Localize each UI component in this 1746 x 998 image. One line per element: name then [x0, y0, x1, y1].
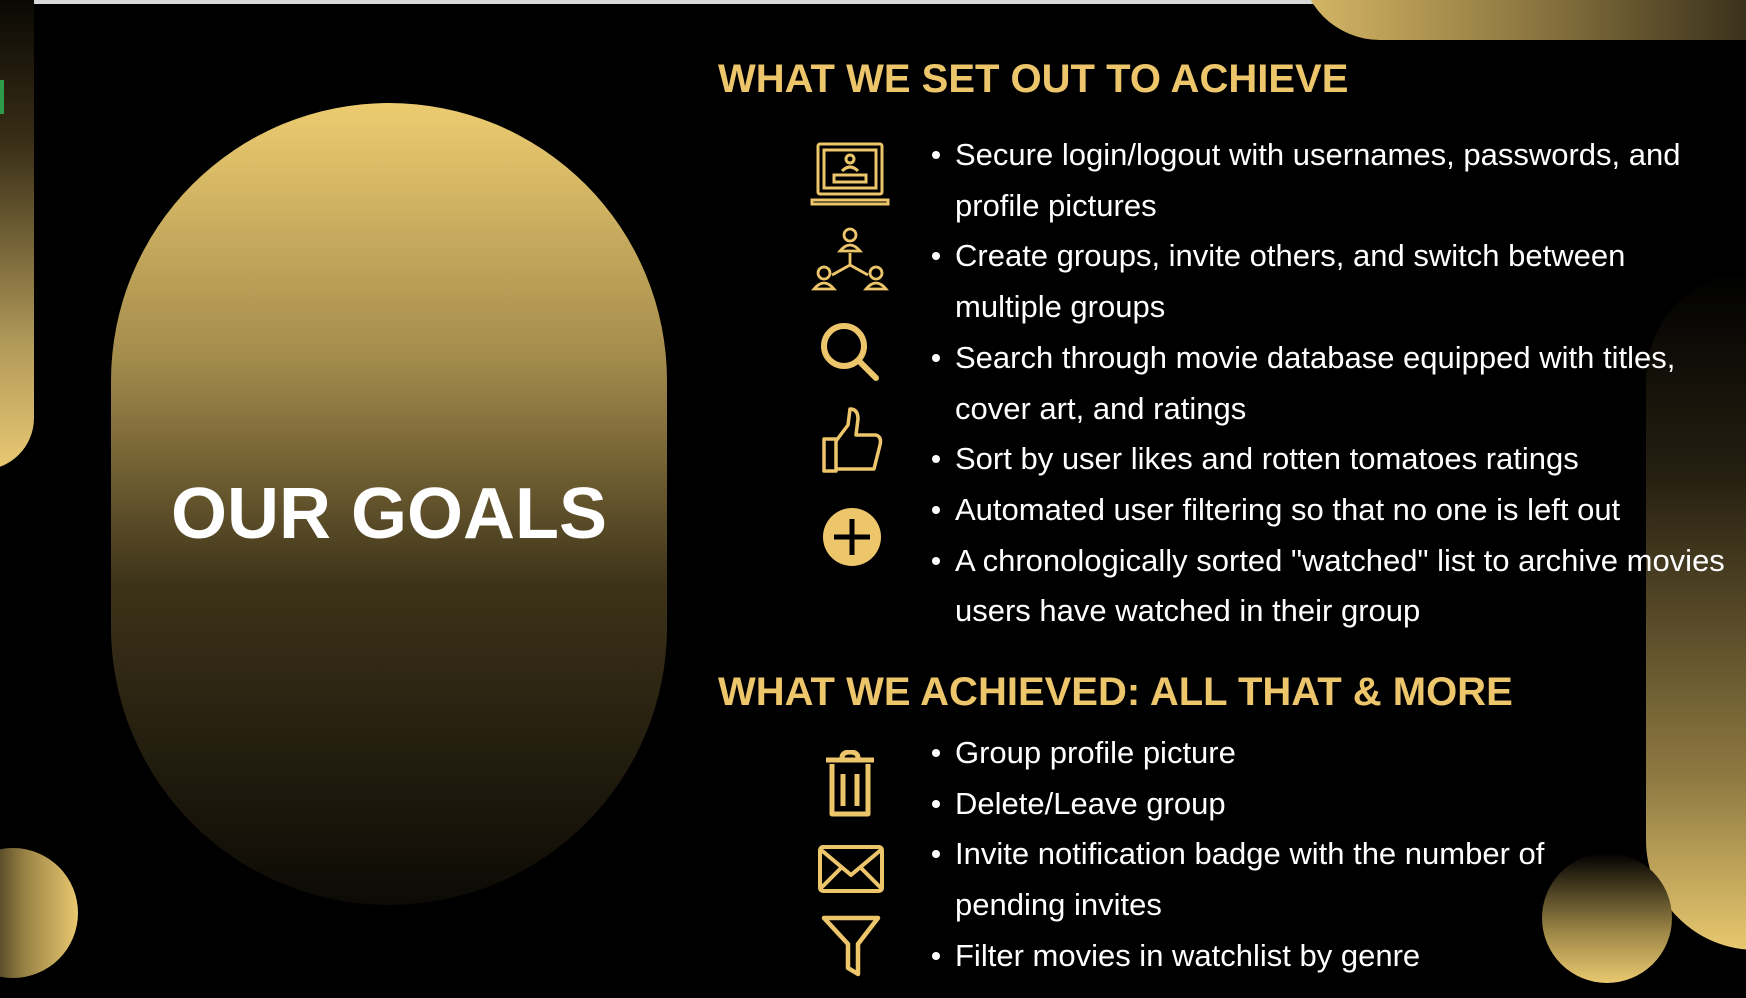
trash-icon — [810, 750, 890, 820]
planned-goals-list: Secure login/logout with usernames, pass… — [932, 130, 1735, 637]
group-network-icon — [810, 225, 890, 295]
achieved-goals-list: Group profile picture Delete/Leave group… — [932, 728, 1735, 982]
title-pill — [111, 103, 667, 905]
list-item: Delete/Leave group — [932, 779, 1735, 830]
section-heading-planned: WHAT WE SET OUT TO ACHIEVE — [718, 57, 1349, 101]
plus-circle-icon — [810, 503, 890, 573]
filter-icon — [810, 912, 890, 982]
top-border — [0, 0, 1746, 4]
decorative-circle-bottom-left — [0, 848, 78, 978]
decorative-shape-top-right — [1300, 0, 1746, 40]
decorative-marker-left — [0, 80, 4, 114]
search-icon — [810, 318, 890, 388]
list-item: Secure login/logout with usernames, pass… — [932, 130, 1735, 231]
list-item: Create groups, invite others, and switch… — [932, 231, 1735, 332]
decorative-shape-left — [0, 0, 34, 470]
decorative-circle-bottom-right — [1542, 853, 1672, 983]
list-item: Automated user filtering so that no one … — [932, 485, 1735, 536]
decorative-shape-right — [1646, 270, 1746, 950]
list-item: A chronologically sorted "watched" list … — [932, 536, 1735, 637]
list-item: Group profile picture — [932, 728, 1735, 779]
list-item: Search through movie database equipped w… — [932, 333, 1735, 434]
slide-title: OUR GOALS — [170, 474, 607, 554]
list-item: Invite notification badge with the numbe… — [932, 829, 1595, 930]
envelope-icon — [810, 835, 890, 905]
list-item: Filter movies in watchlist by genre — [932, 931, 1735, 982]
section-heading-achieved: WHAT WE ACHIEVED: ALL THAT & MORE — [718, 670, 1513, 714]
laptop-login-icon — [810, 140, 890, 210]
thumbs-up-icon — [810, 405, 890, 475]
list-item: Sort by user likes and rotten tomatoes r… — [932, 434, 1735, 485]
